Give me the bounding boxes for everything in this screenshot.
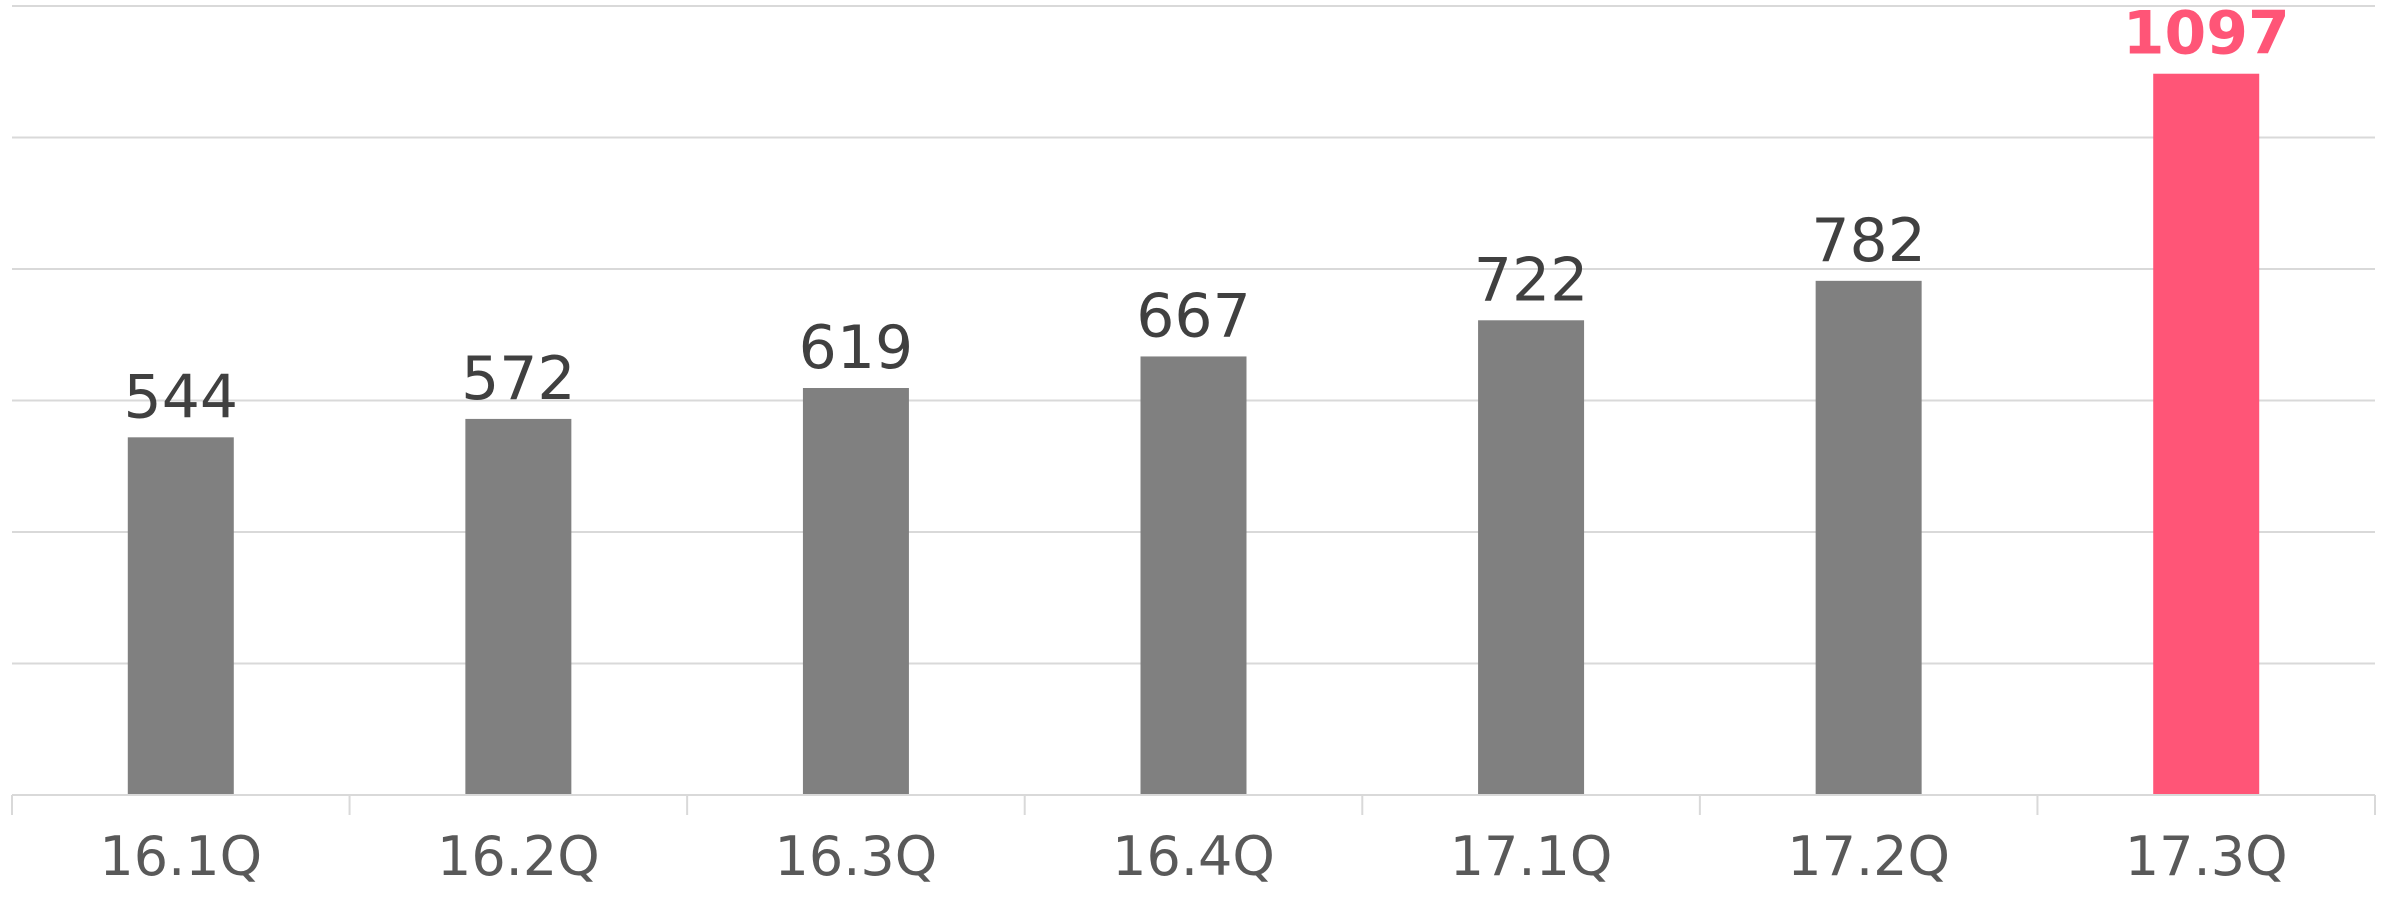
- bar: [802, 388, 909, 795]
- bars: [127, 73, 2260, 796]
- bar: [465, 418, 572, 795]
- x-tick-label: 16.1Q: [99, 825, 262, 888]
- data-label: 782: [1811, 206, 1926, 276]
- x-tick-label: 17.1Q: [1450, 825, 1613, 888]
- x-tick-label: 16.3Q: [775, 825, 938, 888]
- data-label: 619: [799, 313, 914, 383]
- bar: [127, 437, 234, 795]
- data-label: 544: [124, 362, 239, 432]
- data-label: 572: [461, 344, 576, 414]
- bar: [1478, 320, 1585, 795]
- x-tick-label: 16.2Q: [437, 825, 600, 888]
- bar: [2153, 73, 2260, 795]
- bar: [1815, 280, 1922, 796]
- data-label: 1097: [2123, 0, 2290, 69]
- x-axis: [11, 794, 2376, 815]
- x-tick-label: 17.3Q: [2125, 825, 2288, 888]
- x-tick-labels: 16.1Q 16.2Q 16.3Q 16.4Q 17.1Q 17.2Q 17.3Q: [99, 825, 2287, 888]
- data-label: 722: [1474, 245, 1589, 315]
- x-tick-label: 17.2Q: [1787, 825, 1950, 888]
- data-labels: 544 572 619 667 722 782 1097: [124, 0, 2290, 432]
- data-label: 667: [1136, 281, 1251, 351]
- x-tick-label: 16.4Q: [1112, 825, 1275, 888]
- bar: [1140, 356, 1247, 795]
